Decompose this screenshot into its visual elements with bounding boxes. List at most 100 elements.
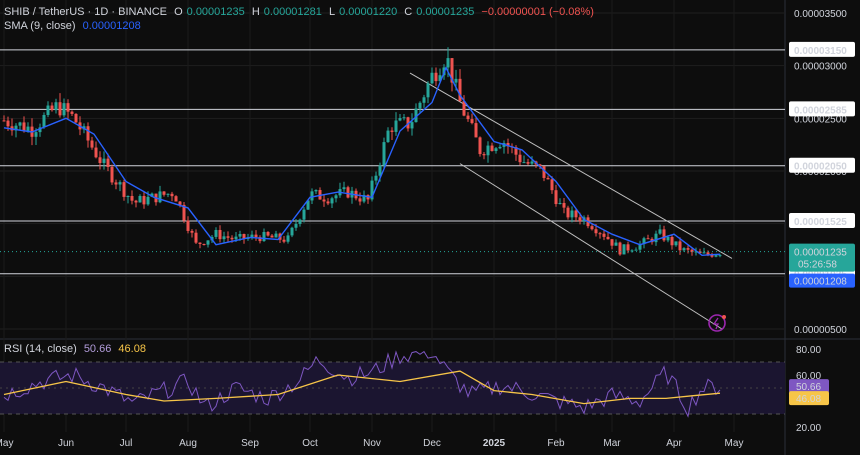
candle-body xyxy=(282,239,286,242)
candle-body xyxy=(670,236,674,246)
candle-body xyxy=(222,236,226,240)
candle-body xyxy=(434,72,438,82)
candle-body xyxy=(158,191,162,203)
candle-body xyxy=(458,78,462,102)
low-value: 0.00001220 xyxy=(339,6,398,18)
candle-body xyxy=(38,127,42,133)
time-axis-label: Feb xyxy=(547,438,565,449)
high-value: 0.00001281 xyxy=(263,6,322,18)
price-axis-label: 0.00003000 xyxy=(794,62,847,73)
candle-body xyxy=(70,111,74,114)
candle-body xyxy=(314,190,318,192)
level-price-tag-text: 0.00001525 xyxy=(794,217,847,228)
candle-body xyxy=(134,200,138,203)
close-value: 0.00001235 xyxy=(416,6,475,18)
candle-body xyxy=(86,126,90,141)
candle-body xyxy=(574,210,578,218)
candle-body xyxy=(430,72,434,84)
level-price-tag-text: 0.00002585 xyxy=(794,105,847,116)
rsi-ma-line xyxy=(3,370,721,405)
candle-body xyxy=(22,122,26,132)
candle-body xyxy=(538,164,542,167)
rsi-value: 50.66 xyxy=(83,343,112,355)
rsi-axis-label: 20.00 xyxy=(796,423,821,434)
candle-body xyxy=(522,162,526,164)
sma-line xyxy=(3,66,721,257)
candle-body xyxy=(478,137,482,155)
candle-body xyxy=(662,229,666,241)
candle-body xyxy=(214,230,218,237)
candle-body xyxy=(46,105,50,116)
rsi-value-tag xyxy=(789,379,829,394)
candle-body xyxy=(114,182,118,185)
candle-body xyxy=(162,191,166,195)
candle-body xyxy=(466,115,470,120)
candle-body xyxy=(238,233,242,237)
candle-body xyxy=(602,233,606,237)
candle-body xyxy=(362,195,366,202)
candle-body xyxy=(186,220,190,231)
candle-body xyxy=(42,115,46,128)
time-axis-label: May xyxy=(0,438,13,449)
candle-body xyxy=(550,179,554,191)
rsi-ma-tag-text: 46.08 xyxy=(796,394,821,405)
high-label: H xyxy=(251,6,260,18)
candle-body xyxy=(322,199,326,202)
candle-body xyxy=(630,250,634,252)
candle-body xyxy=(90,140,94,148)
close-label: C xyxy=(404,6,413,18)
sma-legend[interactable]: SMA (9, close) 0.00001208 xyxy=(4,20,145,32)
candle-body xyxy=(426,83,430,98)
candle-body xyxy=(702,252,706,254)
candle-body xyxy=(166,193,170,195)
level-price-tag xyxy=(789,213,855,229)
candle-body xyxy=(494,148,498,152)
candle-body xyxy=(394,120,398,132)
symbol-title[interactable]: SHIB / TetherUS · 1D · BINANCE xyxy=(4,6,168,18)
candle-body xyxy=(174,196,178,202)
candle-body xyxy=(618,242,622,255)
candle-body xyxy=(358,198,362,202)
candle-body xyxy=(714,255,718,257)
candle-body xyxy=(378,165,382,176)
candle-body xyxy=(310,191,314,201)
alert-dot-icon xyxy=(722,315,726,319)
candle-body xyxy=(66,103,70,112)
candle-body xyxy=(614,242,618,246)
candle-body xyxy=(606,236,610,240)
candle-body xyxy=(398,118,402,121)
candle-body xyxy=(130,195,134,201)
candle-body xyxy=(370,180,374,200)
candle-body xyxy=(450,58,454,83)
candle-body xyxy=(102,158,106,163)
candle-body xyxy=(558,202,562,205)
candle-body xyxy=(94,147,98,158)
open-value: 0.00001235 xyxy=(186,6,245,18)
candles-group xyxy=(2,47,722,258)
rsi-axis-label: 80.00 xyxy=(796,345,821,356)
price-axis-label: 0.00002500 xyxy=(794,114,847,125)
candle-body xyxy=(386,130,390,143)
time-axis-label: Nov xyxy=(363,438,381,449)
current-price-tag xyxy=(789,243,855,272)
candle-body xyxy=(290,227,294,236)
candle-body xyxy=(498,146,502,149)
candle-body xyxy=(594,229,598,234)
change-value: −0.00000001 (−0.08%) xyxy=(481,6,594,18)
candle-body xyxy=(298,219,302,224)
candle-body xyxy=(710,254,714,257)
level-price-tag xyxy=(789,101,855,117)
candle-body xyxy=(418,102,422,109)
candle-body xyxy=(682,248,686,251)
rsi-legend[interactable]: RSI (14, close) 50.66 46.08 xyxy=(4,343,150,355)
candle-body xyxy=(122,182,126,197)
sma-price-tag xyxy=(789,273,855,288)
candle-body xyxy=(486,145,490,156)
sma-label: SMA (9, close) xyxy=(4,20,76,32)
level-price-tag xyxy=(789,157,855,173)
candle-body xyxy=(274,233,278,238)
alert-icon xyxy=(708,314,726,332)
candle-body xyxy=(610,239,614,246)
